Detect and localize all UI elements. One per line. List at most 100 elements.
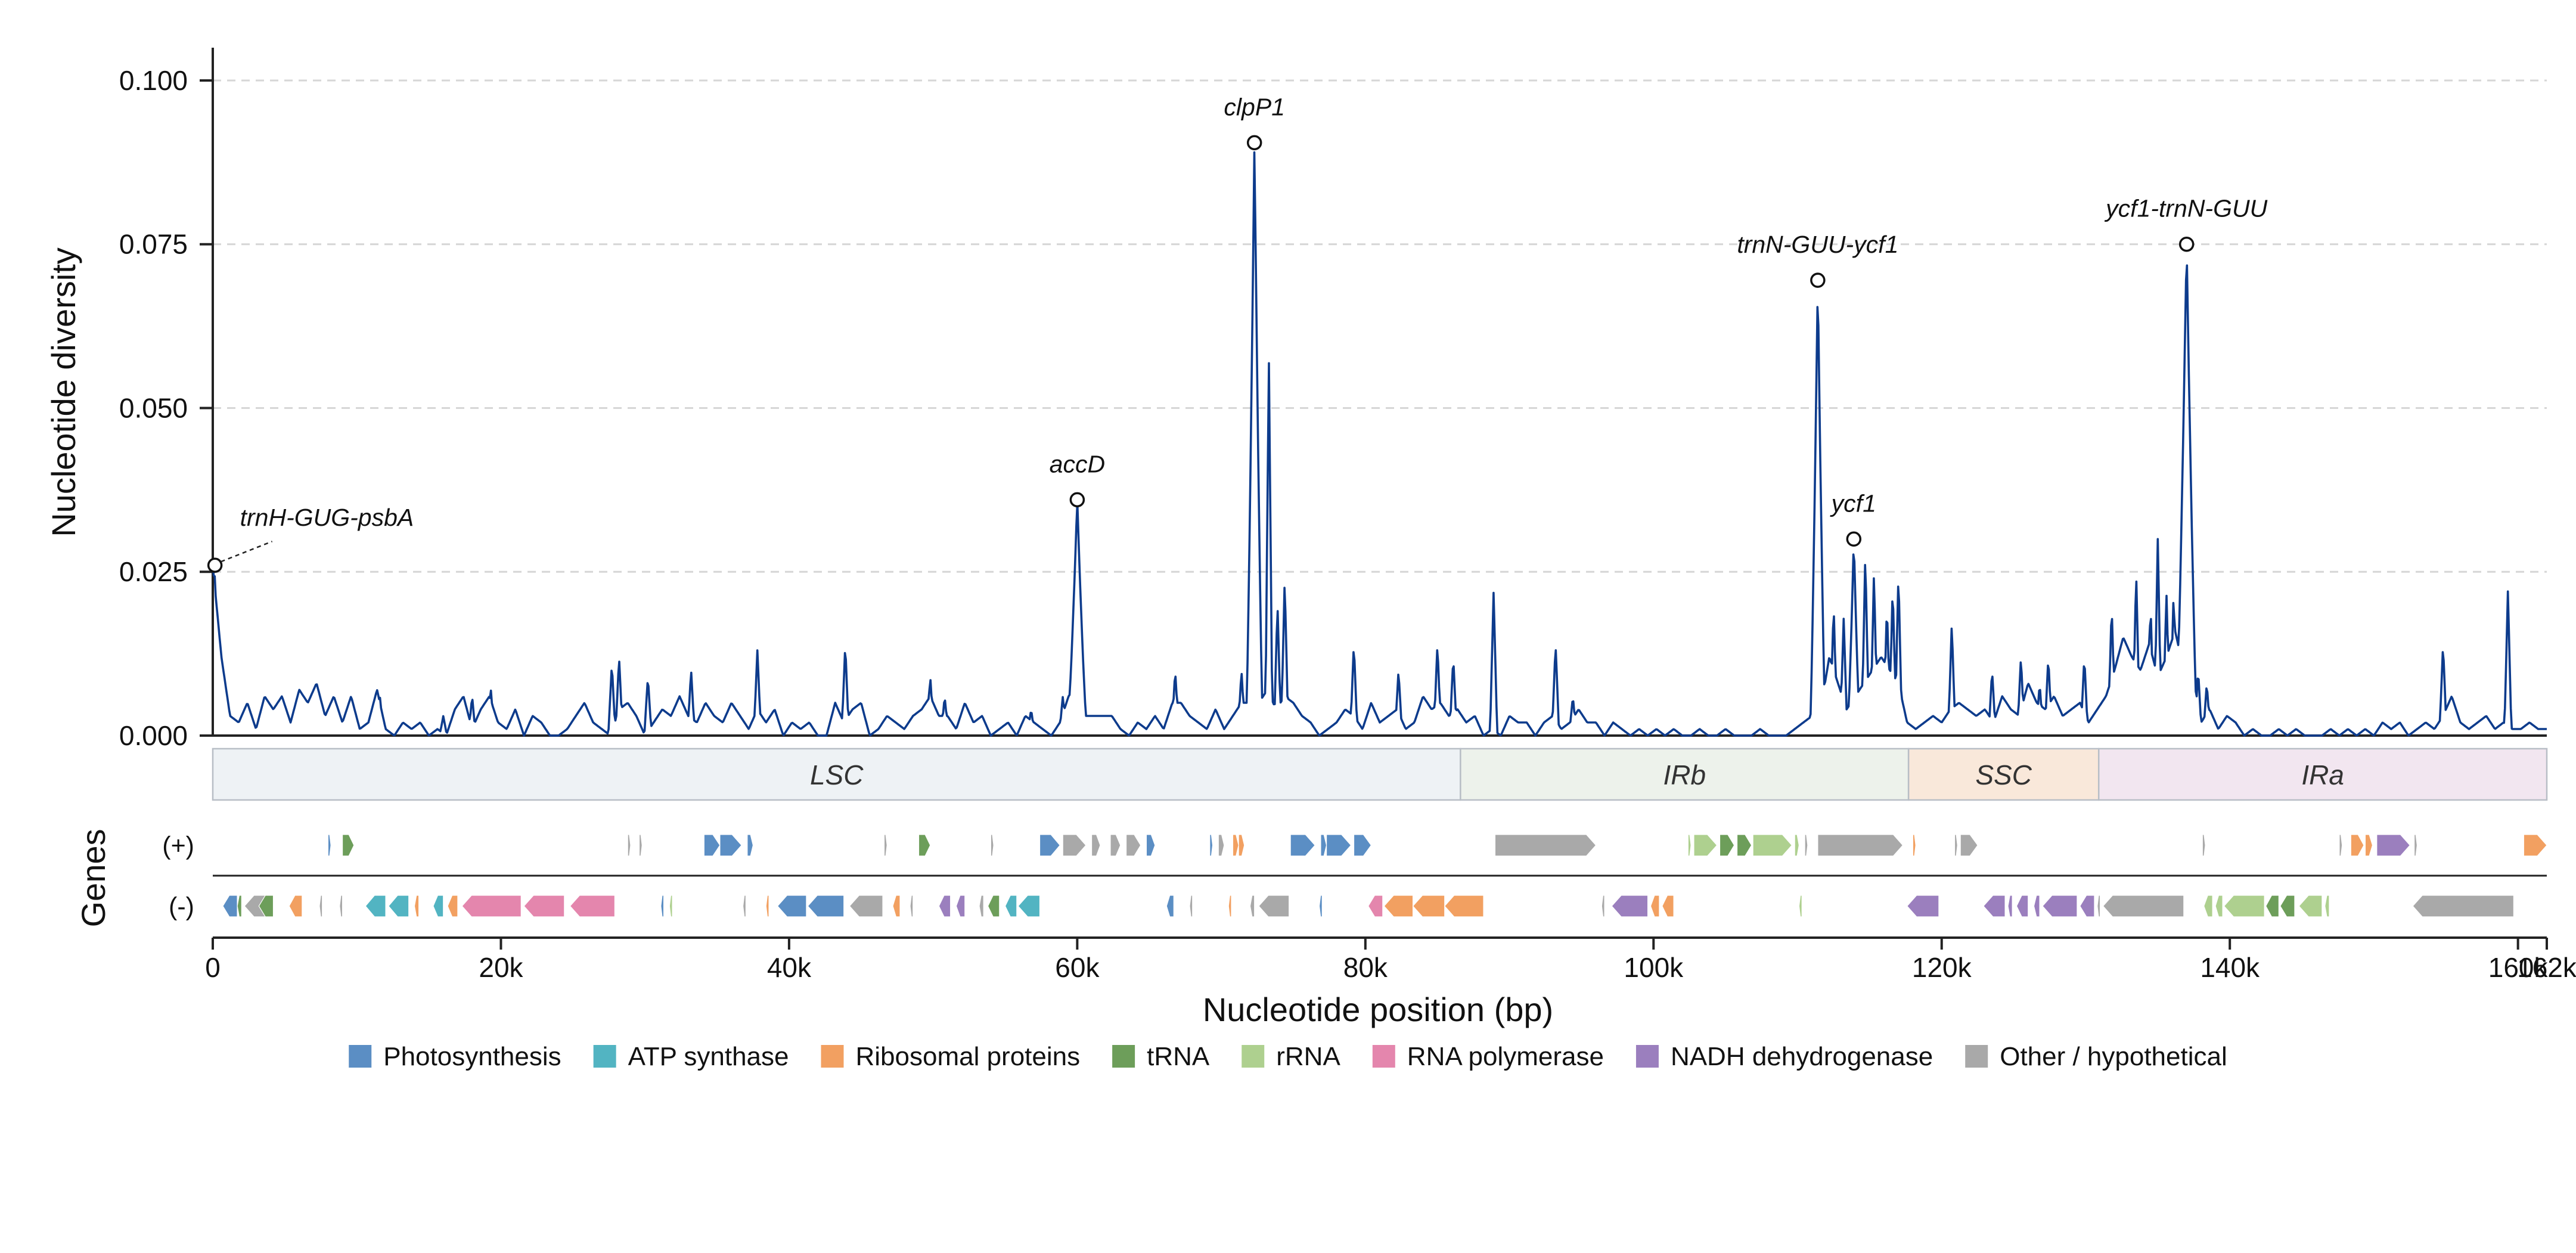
gene-feature [258, 895, 274, 917]
legend-swatch [821, 1045, 844, 1068]
peak-label: ycf1-trnN-GUU [2104, 195, 2267, 222]
gene-feature [222, 895, 238, 917]
gene-feature [1817, 834, 1904, 857]
gene-feature [1166, 895, 1174, 917]
gene-feature [2350, 834, 2364, 857]
x-tick-label: 20k [479, 952, 523, 983]
region-label: IRa [2301, 759, 2344, 790]
gene-feature [2339, 834, 2343, 857]
x-tick-label: 160k [2488, 952, 2549, 983]
gene-feature [918, 834, 931, 857]
gene-feature [447, 895, 458, 917]
x-tick-label: 60k [1055, 952, 1100, 983]
gene-feature [2016, 895, 2029, 917]
gene-feature [433, 895, 444, 917]
legend-label: Photosynthesis [383, 1042, 561, 1071]
gene-feature [747, 834, 754, 857]
gene-feature [1318, 895, 1323, 917]
diversity-line [212, 151, 2547, 737]
legend-label: Ribosomal proteins [855, 1042, 1080, 1071]
legend-label: RNA polymerase [1407, 1042, 1604, 1071]
gene-feature [765, 895, 769, 917]
gene-feature [669, 895, 673, 917]
gene-feature [523, 895, 565, 917]
x-axis-title: Nucleotide position (bp) [1203, 991, 1553, 1028]
gene-feature [1650, 895, 1660, 917]
gene-feature [1494, 834, 1597, 857]
gene-feature [910, 895, 914, 917]
gene-feature [1249, 895, 1255, 917]
gene-feature [638, 834, 643, 857]
gene-feature [938, 895, 951, 917]
gene-feature [1687, 834, 1692, 857]
legend-swatch [349, 1045, 372, 1068]
region-label: SSC [1975, 759, 2032, 790]
x-tick-label: 140k [2200, 952, 2260, 983]
gene-feature [1062, 834, 1087, 857]
axes [212, 48, 2547, 737]
gene-feature [2364, 834, 2373, 857]
y-axis-ticks: 0.000 0.025 0.050 0.075 0.100 [119, 65, 213, 751]
gene-feature [2102, 895, 2184, 917]
legend-label: NADH dehydrogenase [1671, 1042, 1933, 1071]
legend-label: rRNA [1276, 1042, 1340, 1071]
gene-feature [2414, 834, 2418, 857]
gene-feature [1383, 895, 1414, 917]
strand-label: (+) [162, 832, 194, 860]
gene-feature [1189, 895, 1193, 917]
gene-feature [1954, 834, 1958, 857]
gene-feature [660, 895, 665, 917]
region-bar: LSC IRb SSC IRa [212, 748, 2548, 801]
grid-lines [213, 79, 2547, 573]
gene-feature [1662, 895, 1674, 917]
peak-marker [1246, 135, 1262, 151]
gene-feature [807, 895, 845, 917]
diversity-series-line [212, 151, 2547, 737]
gene-feature [1091, 834, 1101, 857]
gene-feature [1798, 895, 1802, 917]
peak-marker [2178, 236, 2195, 252]
legend-swatch [1965, 1045, 1988, 1068]
gene-feature [2412, 895, 2514, 917]
y-tick-label: 0.000 [119, 720, 188, 751]
x-tick-label: 100k [1624, 952, 1684, 983]
gene-feature [2215, 895, 2223, 917]
gene-feature [2298, 895, 2323, 917]
y-tick-label: 0.050 [119, 392, 188, 423]
gene-feature [777, 895, 807, 917]
gene-feature [2324, 895, 2330, 917]
gene-feature [1218, 834, 1225, 857]
gene-feature [1693, 834, 1718, 857]
legend-label: ATP synthase [628, 1042, 789, 1071]
gene-feature [2280, 895, 2295, 917]
gene-feature [892, 895, 901, 917]
gene-feature [1110, 834, 1121, 857]
legend-swatch [1242, 1045, 1265, 1068]
legend-swatch [1635, 1045, 1659, 1068]
legend: Photosynthesis ATP synthase Ribosomal prot… [349, 1042, 2227, 1071]
legend-label: tRNA [1147, 1042, 1210, 1071]
gene-feature [327, 834, 331, 857]
region-block [2097, 748, 2548, 801]
peak-label: trnN-GUU-ycf1 [1737, 231, 1898, 258]
gene-feature [1326, 834, 1352, 857]
gene-feature [1960, 834, 1978, 857]
gene-feature [1611, 895, 1649, 917]
gene-feature [1039, 834, 1061, 857]
x-tick-label: 0 [205, 952, 221, 983]
gene-feature [1228, 895, 1232, 917]
gene-feature [2223, 895, 2265, 917]
gene-feature [365, 895, 386, 917]
gene-feature [987, 895, 1000, 917]
gene-feature [1290, 834, 1316, 857]
gene-feature [2033, 895, 2040, 917]
gene-feature [1238, 834, 1245, 857]
gene-feature [742, 895, 746, 917]
gene-feature [849, 895, 883, 917]
y-axis-title: Nucleotide diversity [45, 247, 82, 537]
gene-feature [1444, 895, 1484, 917]
gene-feature [1017, 895, 1041, 917]
gene-feature [979, 895, 984, 917]
